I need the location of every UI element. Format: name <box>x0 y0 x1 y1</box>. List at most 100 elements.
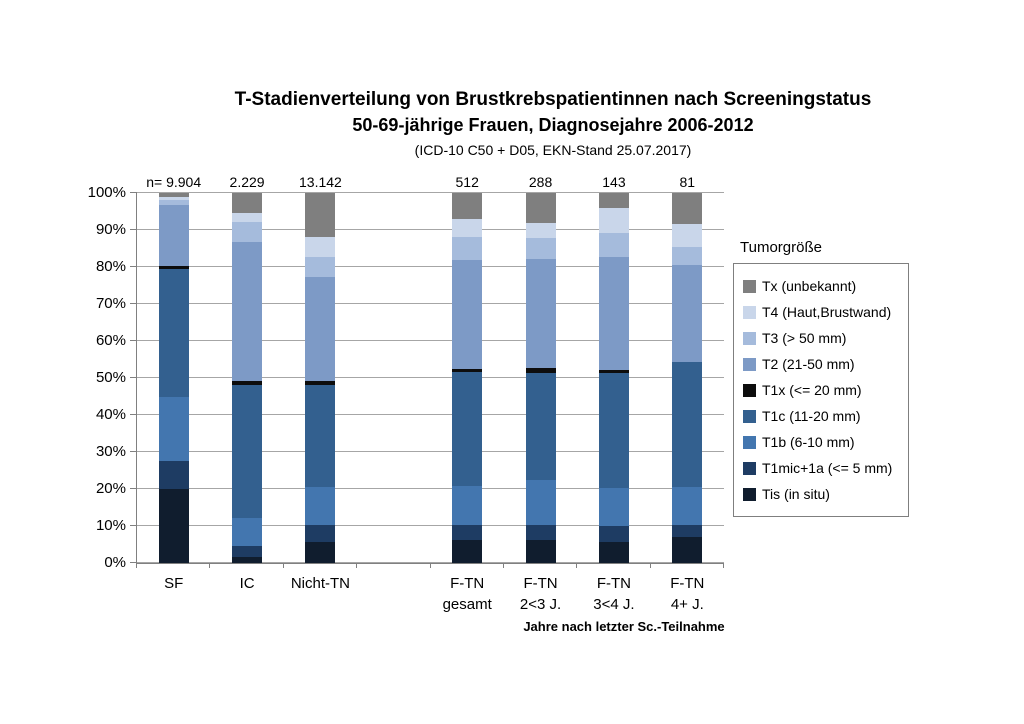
x-category-label-line2: 2<3 J. <box>519 596 562 613</box>
x-category-label-line1: Nicht-TN <box>290 575 351 592</box>
bar-segment-t1b <box>452 486 483 526</box>
gridline <box>137 229 724 230</box>
legend-item: T1b (6-10 mm) <box>743 429 908 455</box>
bar-slot-f-tn-3-4-j-: 143 F-TN 3<4 J. <box>577 174 650 613</box>
bar-segment-t1x <box>598 369 629 374</box>
x-axis-tick <box>723 563 724 568</box>
bar-segment-t4 <box>525 223 556 239</box>
y-axis-tick <box>130 451 137 452</box>
bar-segment-t1b <box>305 486 336 525</box>
bar-slot-f-tn-4-j-: 81 F-TN 4+ J. <box>651 174 724 613</box>
bar-segment-t1c <box>525 372 556 481</box>
x-category-label: IC <box>190 573 303 594</box>
y-axis-tick <box>130 340 137 341</box>
gridline <box>137 266 724 267</box>
legend-label: T1mic+1a (<= 5 mm) <box>762 460 893 476</box>
n-count-label: 2.229 <box>229 174 265 190</box>
x-axis-tick <box>282 563 284 568</box>
bar-segment-t1mic+1a <box>525 524 556 541</box>
x-axis-tick <box>502 563 504 568</box>
bar-slot-f-tn-2-3-j-: 288 F-TN 2<3 J. <box>504 174 577 613</box>
legend-swatch-icon <box>743 461 756 475</box>
x-axis-tick <box>429 563 431 568</box>
stacked-bar <box>232 193 263 563</box>
bar-segment-t1c <box>158 268 189 397</box>
legend-label: T1x (<= 20 mm) <box>762 382 862 398</box>
x-category-label: F-TN gesamt <box>411 573 524 615</box>
x-category-label: Nicht-TN <box>264 573 377 594</box>
bar-segment-t1b <box>598 488 629 526</box>
bar-segment-t3 <box>452 237 483 260</box>
bar-segment-t1c <box>452 372 483 487</box>
bar-segment-t1mic+1a <box>232 546 263 558</box>
legend-swatch-icon <box>743 357 756 371</box>
bar-segment-t4 <box>452 219 483 238</box>
bar-segment-tis <box>158 489 189 563</box>
y-tick-label: 70% <box>95 295 126 312</box>
bar-segment-t1c <box>305 384 336 487</box>
y-axis-tick <box>130 229 137 230</box>
bar-segment-tx <box>158 193 189 197</box>
bar-slot-ic: 2.229 IC <box>210 174 283 592</box>
bar-segment-t1b <box>672 486 703 525</box>
bar-slot-nicht-tn: 13.142 Nicht-TN <box>284 174 357 592</box>
x-axis-tick <box>136 563 137 568</box>
x-axis-group-note: Jahre nach letzter Sc.-Teilnahme <box>523 619 725 634</box>
chart-subtitle: 50-69-jährige Frauen, Diagnosejahre 2006… <box>352 115 754 135</box>
chart-title: T-Stadienverteilung von Brustkrebspatien… <box>234 89 872 110</box>
y-axis-labels: 0% 10% 20% 30% 40% 50% 60% 70% 80% 90% 100% <box>50 184 126 571</box>
bar-segment-t1c <box>672 361 703 487</box>
bar-segment-t1c <box>598 373 629 489</box>
bar-segment-tx <box>305 193 336 237</box>
y-axis-tick <box>130 303 137 304</box>
legend-swatch-icon <box>743 331 756 345</box>
bar-segment-t1b <box>525 480 556 525</box>
gridline <box>137 377 724 378</box>
legend-title: Tumorgröße <box>740 239 822 256</box>
bar-segment-t2 <box>525 258 556 369</box>
bar-segment-t1mic+1a <box>305 524 336 542</box>
bar-segment-t4 <box>598 208 629 234</box>
bar-segment-tis <box>305 541 336 563</box>
y-tick-label: 10% <box>95 517 126 534</box>
bar-segment-t1x <box>525 368 556 373</box>
bar-segment-tis <box>672 537 703 563</box>
bar-segment-t3 <box>158 200 189 206</box>
y-tick-label: 100% <box>87 184 126 201</box>
y-tick-label: 90% <box>95 221 126 238</box>
x-category-label: SF <box>117 573 230 594</box>
legend-item: T4 (Haut,Brustwand) <box>743 299 908 325</box>
y-tick-label: 30% <box>95 443 126 460</box>
stacked-bar <box>158 193 189 563</box>
bar-segment-t2 <box>305 276 336 382</box>
stacked-bar <box>525 193 556 563</box>
x-category-label-line1: F-TN <box>670 575 705 592</box>
bar-segment-tx <box>232 193 263 214</box>
bar-segment-tx <box>452 193 483 220</box>
legend-label: Tis (in situ) <box>762 486 830 502</box>
x-category-label-line2: gesamt <box>442 596 492 613</box>
y-tick-label: 80% <box>95 258 126 275</box>
bar-segment-t1mic+1a <box>452 525 483 541</box>
y-axis-tick <box>130 525 137 526</box>
bar-segment-tx <box>672 193 703 224</box>
y-axis-tick <box>130 414 137 415</box>
bar-segment-t1x <box>232 381 263 385</box>
bar-segment-t1b <box>232 517 263 546</box>
bar-segment-t1x <box>452 369 483 373</box>
gridline <box>137 414 724 415</box>
bar-segment-tis <box>525 540 556 563</box>
bar-segment-t3 <box>672 246 703 266</box>
bar-segment-tx <box>525 193 556 224</box>
x-category-label: F-TN 4+ J. <box>631 573 744 615</box>
x-axis-tick <box>576 563 578 568</box>
bar-slot-spacer <box>357 193 430 563</box>
bar-segment-t1x <box>305 381 336 385</box>
legend-swatch-icon <box>743 383 756 397</box>
bar-segment-t2 <box>232 241 263 382</box>
n-count-label: 13.142 <box>299 174 342 190</box>
chart-title-block: T-Stadienverteilung von Brustkrebspatien… <box>133 87 973 160</box>
bar-segment-t2 <box>672 265 703 362</box>
bar-segment-t2 <box>598 256 629 370</box>
